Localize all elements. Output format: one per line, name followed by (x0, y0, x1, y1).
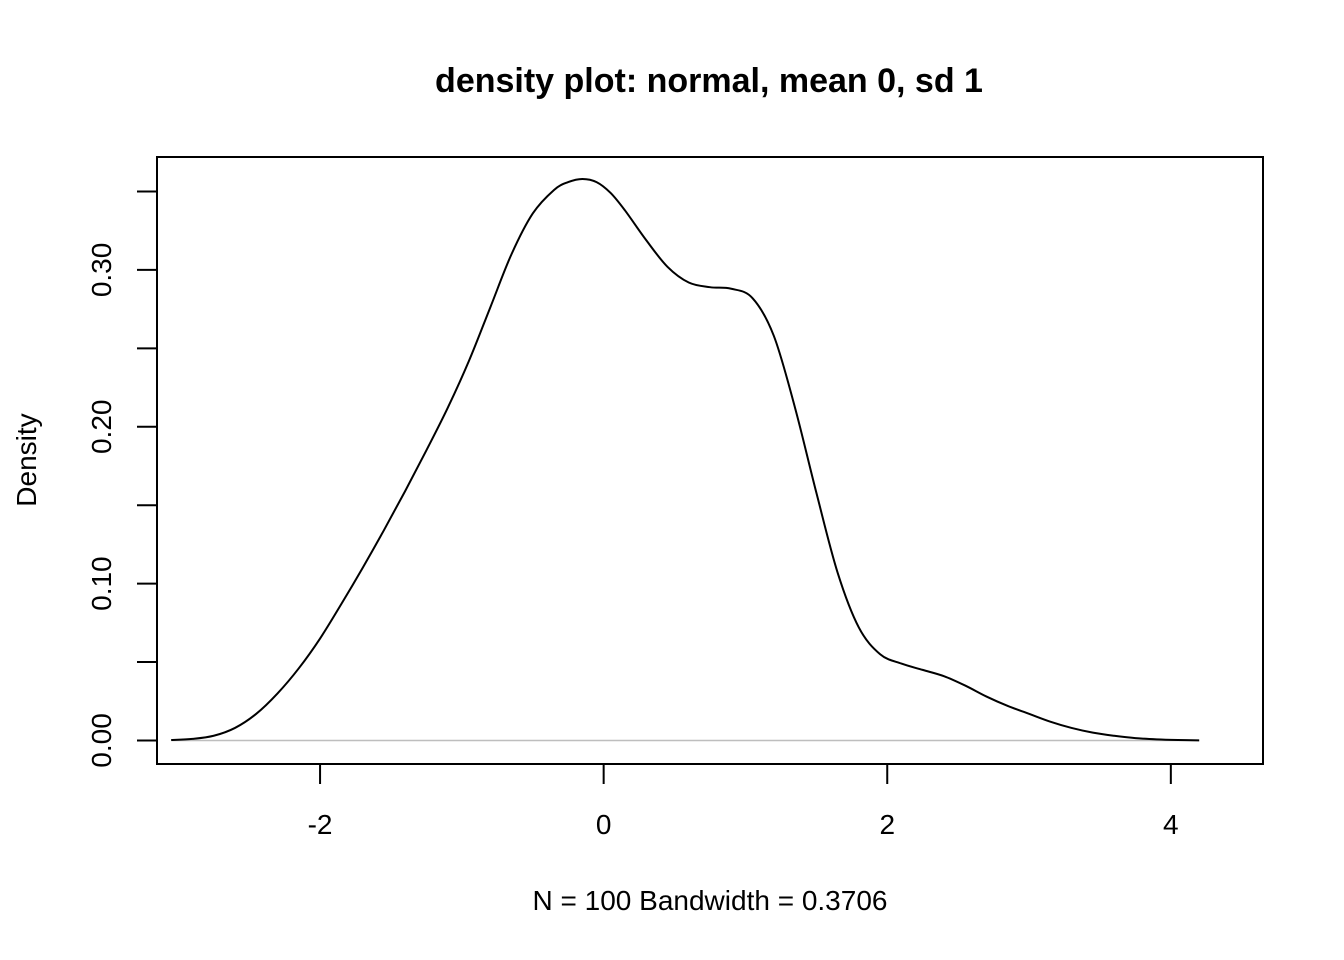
y-tick-label: 0.00 (86, 713, 117, 768)
y-tick-label: 0.10 (86, 556, 117, 611)
x-axis-label: N = 100 Bandwidth = 0.3706 (533, 885, 888, 916)
chart-title: density plot: normal, mean 0, sd 1 (435, 62, 983, 100)
y-tick-label: 0.20 (86, 400, 117, 455)
density-curve (171, 177, 1200, 742)
x-tick-label: 0 (596, 809, 612, 840)
y-tick-label: 0.30 (86, 243, 117, 298)
x-tick-label: 2 (879, 809, 895, 840)
x-axis: -2 0 2 4 (308, 763, 1179, 840)
x-tick-label: -2 (308, 809, 333, 840)
y-axis: 0.00 0.10 0.20 0.30 (86, 190, 158, 768)
x-tick-label: 4 (1163, 809, 1179, 840)
y-axis-label: Density (11, 413, 42, 506)
